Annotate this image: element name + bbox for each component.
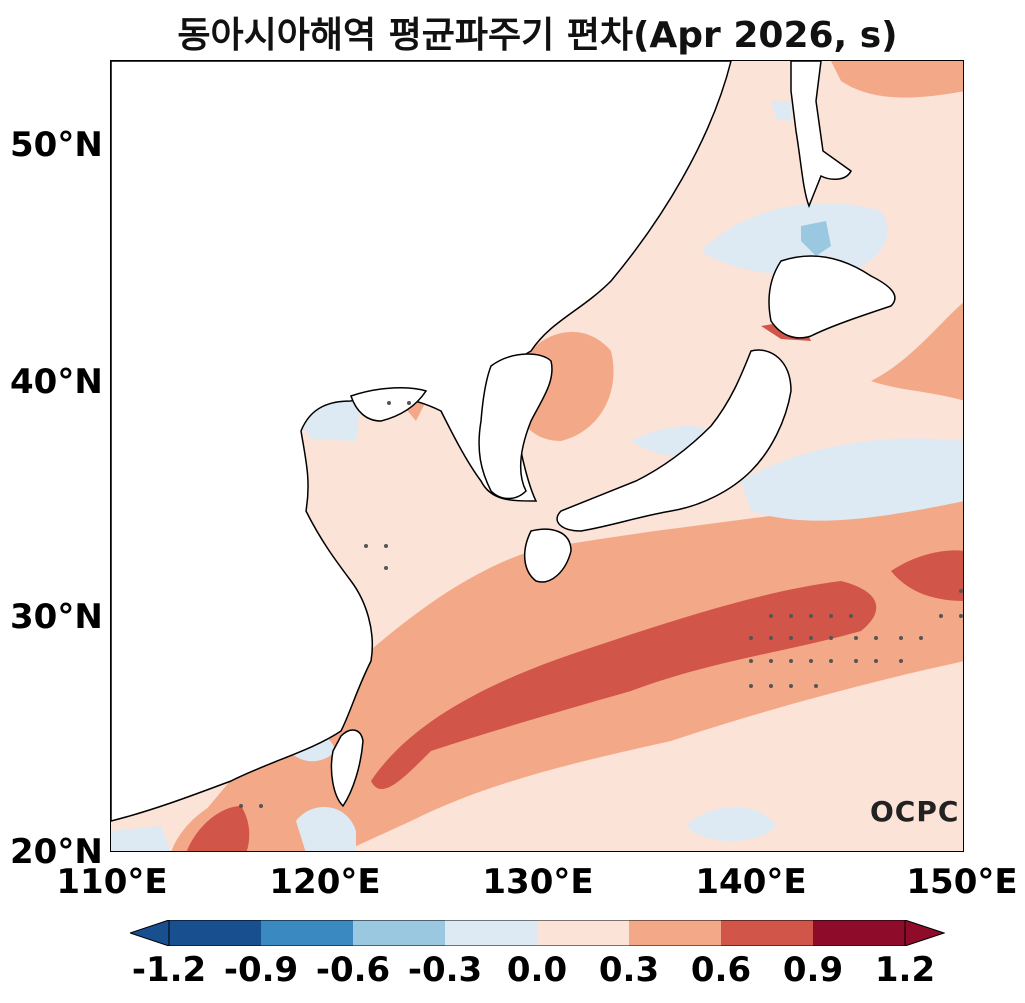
lat-label-20n: 20°N — [10, 832, 103, 872]
colorbar-tick: 1.2 — [874, 950, 936, 990]
negative-weak-pacific-east — [741, 438, 963, 521]
colorbar-tick: -0.9 — [223, 950, 299, 990]
lon-label-120e: 120°E — [269, 862, 381, 902]
lon-label-130e: 130°E — [482, 862, 594, 902]
land-sakhalin — [790, 61, 852, 209]
land-korea-peninsula — [478, 353, 553, 500]
ocpc-logo: OCPC — [870, 795, 960, 828]
lon-label-110e: 110°E — [56, 862, 168, 902]
colorbar-segment — [169, 920, 261, 946]
colorbar-tick: -0.6 — [315, 950, 391, 990]
lat-label-30n: 30°N — [10, 597, 103, 637]
negative-weak-southeast — [686, 807, 776, 841]
anomaly-map — [111, 61, 963, 851]
land-taiwan — [330, 729, 364, 808]
colorbar — [130, 920, 945, 946]
colorbar-tick: 0.6 — [690, 950, 752, 990]
colorbar-segment — [629, 920, 721, 946]
land-japan-kyushu — [524, 528, 572, 583]
colorbar-tick: -1.2 — [131, 950, 207, 990]
lon-label-140e: 140°E — [695, 862, 807, 902]
significance-stipples — [239, 401, 963, 808]
colorbar-extend-low — [130, 920, 170, 946]
colorbar-segment — [261, 920, 353, 946]
negative-weak-southwest — [111, 826, 171, 851]
lon-label-150e: 150°E — [906, 862, 1018, 902]
positive-strong-east — [891, 550, 963, 601]
colorbar-tick: -0.3 — [407, 950, 483, 990]
map-title: 동아시아해역 평균파주기 편차(Apr 2026, s) — [177, 15, 898, 56]
negative-moderate-sakhalin-south — [801, 221, 831, 256]
negative-weak-south — [296, 807, 356, 851]
lat-label-50n: 50°N — [10, 125, 103, 165]
colorbar-segment — [537, 920, 629, 946]
lat-label-40n: 40°N — [10, 362, 103, 402]
colorbar-tick: 0.0 — [506, 950, 568, 990]
positive-moderate-okhotsk — [831, 61, 963, 98]
positive-moderate-northeast-pacific — [871, 302, 963, 401]
colorbar-tick: 0.3 — [598, 950, 660, 990]
map-panel — [110, 60, 964, 852]
colorbar-segment — [353, 920, 445, 946]
colorbar-extend-high — [904, 920, 945, 946]
colorbar-segment — [813, 920, 905, 946]
negative-weak-upper-strip — [771, 101, 791, 121]
negative-weak-japan-sea-north — [701, 203, 888, 276]
positive-strong-scs — [186, 806, 250, 851]
colorbar-border — [168, 920, 906, 946]
colorbar-segment — [445, 920, 537, 946]
land-japan-honshu — [556, 349, 792, 532]
positive-band-strong — [371, 581, 877, 790]
land-japan-hokkaido — [768, 255, 896, 339]
colorbar-tick: 0.9 — [782, 950, 844, 990]
colorbar-segment — [721, 920, 813, 946]
